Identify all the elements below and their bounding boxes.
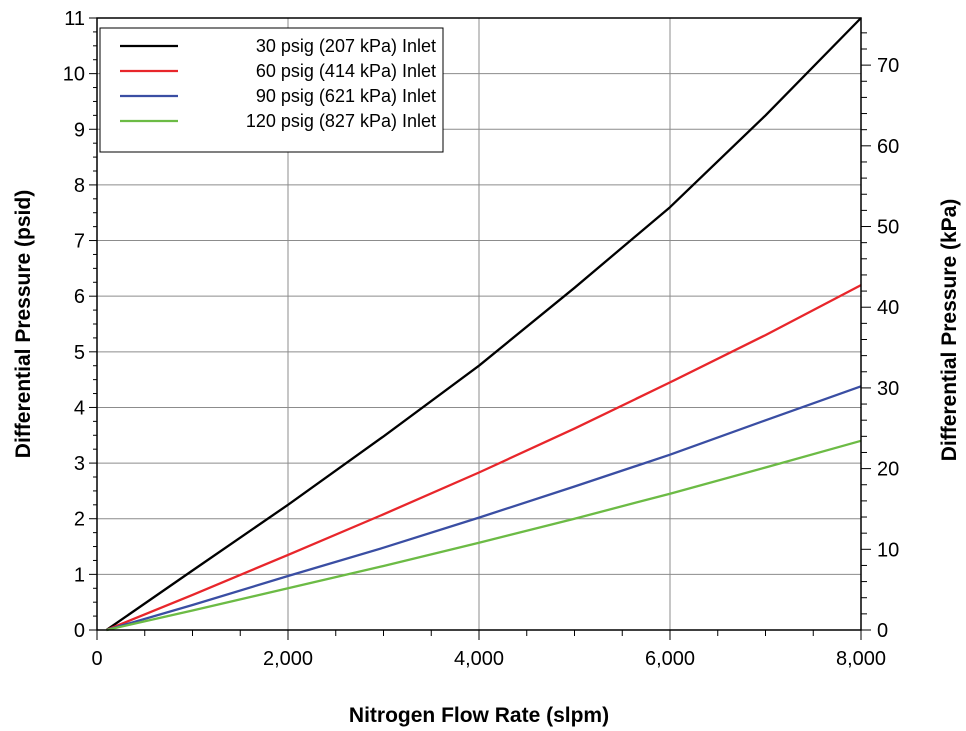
x-tick-labels: 0 2,000 4,000 6,000 8,000 [91, 648, 886, 670]
legend-box [99, 27, 444, 153]
series-lines [105, 17, 862, 632]
y2-tick-label: 40 [877, 297, 899, 319]
y-tick-label: 10 [63, 64, 85, 86]
y-tick-labels: 0 1 2 3 4 5 6 7 8 9 10 11 [63, 8, 85, 642]
y2-axis-title: Differential Pressure (kPa) [938, 199, 961, 462]
x-tick-label: 4,000 [454, 648, 504, 670]
x-tick-label: 2,000 [263, 648, 313, 670]
y-tick-label: 11 [64, 8, 85, 30]
y2-tick-label: 50 [877, 217, 899, 239]
y2-tick-label: 0 [877, 620, 888, 642]
legend-label: 60 psig (414 kPa) Inlet [256, 61, 436, 81]
series-line [106, 385, 862, 632]
y2-tick-label: 20 [877, 459, 899, 481]
y2-tick-labels: 0 10 20 30 40 50 60 70 [877, 55, 899, 642]
x-tick-label: 6,000 [645, 648, 695, 670]
x-axis-title: Nitrogen Flow Rate (slpm) [349, 704, 609, 727]
legend-label: 90 psig (621 kPa) Inlet [256, 86, 436, 106]
y-tick-label: 6 [74, 286, 85, 308]
x-tick-label: 8,000 [836, 648, 886, 670]
y-tick-label: 8 [74, 175, 85, 197]
series-line [105, 17, 862, 631]
y2-tick-label: 70 [877, 55, 899, 77]
y-tick-label: 3 [74, 453, 85, 475]
series-line [106, 284, 862, 632]
y2-tick-label: 60 [877, 136, 899, 158]
y-tick-label: 7 [74, 231, 85, 253]
y-axis-title: Differential Pressure (psid) [12, 190, 35, 458]
y-tick-label: 1 [74, 564, 85, 586]
legend: 30 psig (207 kPa) Inlet 60 psig (414 kPa)… [99, 27, 444, 153]
grid [97, 18, 861, 630]
legend-label: 120 psig (827 kPa) Inlet [246, 111, 436, 131]
x-tick-label: 0 [91, 648, 102, 670]
tick-marks [89, 17, 871, 640]
y-tick-label: 9 [74, 119, 85, 141]
series-line [106, 439, 862, 632]
y-tick-label: 4 [74, 397, 85, 419]
y2-tick-label: 30 [877, 378, 899, 400]
y-tick-label: 0 [74, 620, 85, 642]
y-tick-label: 2 [74, 509, 85, 531]
legend-label: 30 psig (207 kPa) Inlet [256, 36, 436, 56]
y-tick-label: 5 [74, 342, 85, 364]
y2-tick-label: 10 [877, 539, 899, 561]
